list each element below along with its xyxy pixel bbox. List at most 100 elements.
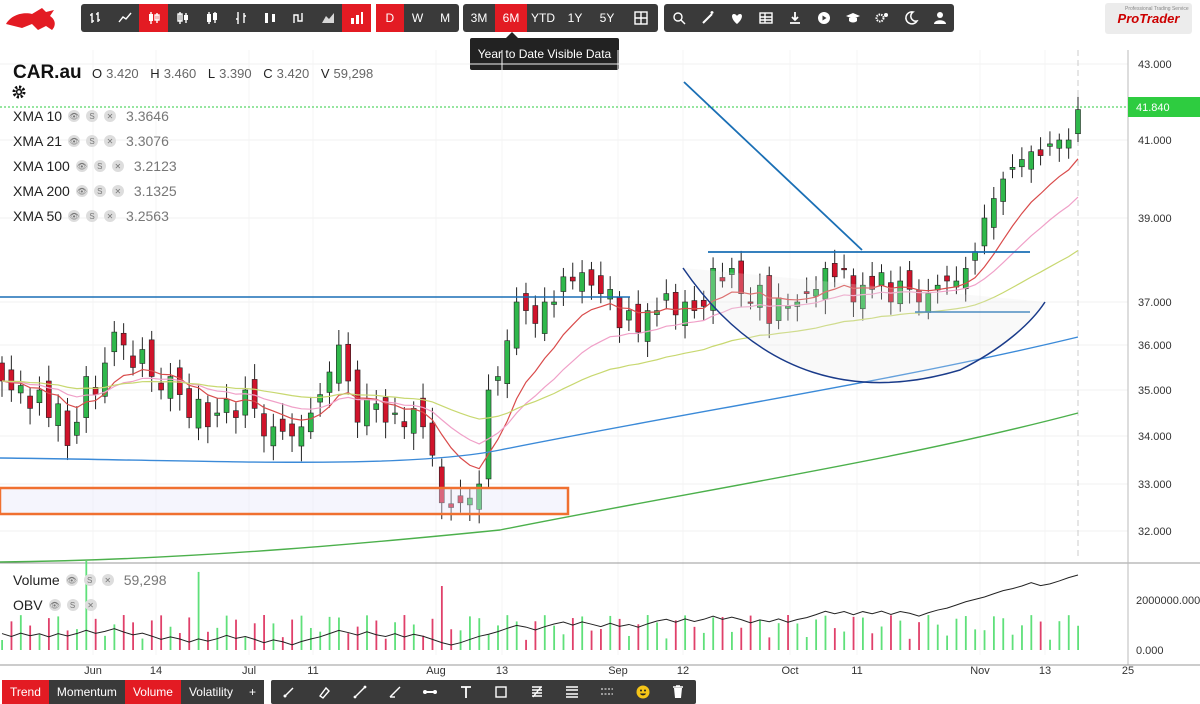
eye-icon[interactable]: 👁 bbox=[68, 110, 81, 122]
candle bbox=[513, 301, 520, 349]
hlc-chart-button[interactable] bbox=[226, 4, 255, 32]
segment-button[interactable] bbox=[413, 680, 448, 704]
tab-volatility[interactable]: Volatility bbox=[180, 680, 241, 704]
indicator-name: XMA 10 bbox=[13, 108, 63, 124]
interval-d-button[interactable]: D bbox=[376, 4, 404, 32]
close-icon[interactable]: ✕ bbox=[111, 185, 124, 197]
protrader-logo[interactable]: Professional Trading Service ProTrader bbox=[1105, 3, 1192, 34]
trend-line[interactable] bbox=[683, 81, 863, 251]
tab-momentum[interactable]: Momentum bbox=[48, 680, 125, 704]
close-icon[interactable]: ✕ bbox=[84, 599, 97, 611]
eye-icon[interactable]: 👁 bbox=[65, 574, 78, 586]
current-price-tag bbox=[1128, 97, 1200, 117]
candle bbox=[523, 293, 529, 311]
candle bbox=[663, 293, 670, 301]
highlight-zone-rect[interactable] bbox=[0, 486, 570, 516]
cursor-button[interactable] bbox=[271, 680, 306, 704]
candle bbox=[261, 413, 267, 437]
eye-icon[interactable]: 👁 bbox=[75, 185, 88, 197]
heart-button[interactable] bbox=[722, 4, 751, 32]
cup-arc[interactable] bbox=[682, 267, 1046, 384]
volume-bar bbox=[469, 616, 471, 650]
settings-s-icon[interactable]: S bbox=[86, 135, 99, 147]
line-tool-button[interactable] bbox=[342, 680, 377, 704]
eye-icon[interactable]: 👁 bbox=[75, 160, 88, 172]
interval-m-button[interactable]: M bbox=[440, 11, 451, 25]
range-1y-button[interactable]: 1Y bbox=[567, 11, 583, 25]
close-icon[interactable]: ✕ bbox=[111, 160, 124, 172]
tab-add[interactable]: + bbox=[241, 680, 265, 704]
range-ytd-button[interactable]: YTD bbox=[531, 11, 555, 25]
dots-button[interactable] bbox=[590, 680, 625, 704]
mountain-chart-button[interactable] bbox=[313, 4, 342, 32]
ray-button[interactable] bbox=[377, 680, 412, 704]
candle bbox=[0, 362, 5, 382]
column-chart-button[interactable] bbox=[342, 4, 371, 32]
volume-bar bbox=[880, 626, 883, 650]
volume-bar bbox=[628, 635, 630, 650]
moon-icon bbox=[904, 11, 919, 25]
download-button[interactable] bbox=[780, 4, 809, 32]
kagi-icon bbox=[292, 13, 303, 23]
moon-button[interactable] bbox=[896, 4, 925, 32]
text-tool-button[interactable] bbox=[448, 680, 483, 704]
eye-icon[interactable]: 👁 bbox=[68, 135, 81, 147]
heikin-chart-button[interactable] bbox=[197, 4, 226, 32]
emoji-button[interactable] bbox=[625, 680, 660, 704]
candle-chart-button[interactable] bbox=[139, 4, 168, 32]
hollow-candle-icon bbox=[176, 12, 188, 24]
candle bbox=[532, 305, 539, 324]
eye-icon[interactable]: 👁 bbox=[68, 210, 81, 222]
settings-s-icon[interactable]: S bbox=[86, 210, 99, 222]
settings-s-icon[interactable]: S bbox=[83, 574, 96, 586]
close-icon[interactable]: ✕ bbox=[104, 135, 117, 147]
settings-s-icon[interactable]: S bbox=[86, 110, 99, 122]
range-6m-button[interactable]: 6M bbox=[495, 4, 527, 32]
volume-bar bbox=[899, 620, 902, 650]
graduation-cap-button[interactable] bbox=[838, 4, 867, 32]
search-button[interactable] bbox=[664, 4, 693, 32]
settings-s-icon[interactable]: S bbox=[66, 599, 79, 611]
interval-w-button[interactable]: W bbox=[411, 11, 424, 25]
candle bbox=[364, 398, 370, 427]
fibonacci-button[interactable] bbox=[519, 680, 554, 704]
obv-line bbox=[1, 574, 1079, 646]
magic-wand-button[interactable] bbox=[693, 4, 722, 32]
eraser-button[interactable] bbox=[306, 680, 341, 704]
volume-bar bbox=[815, 619, 818, 650]
tab-trend[interactable]: Trend bbox=[2, 680, 49, 704]
close-icon[interactable]: ✕ bbox=[101, 574, 114, 586]
tab-volume[interactable]: Volume bbox=[124, 680, 181, 704]
settings-s-icon[interactable]: S bbox=[93, 185, 106, 197]
low-value: 3.390 bbox=[219, 66, 252, 81]
volume-bar bbox=[862, 617, 864, 650]
volume-candle-chart-button[interactable] bbox=[255, 4, 284, 32]
line-chart-button[interactable] bbox=[110, 4, 139, 32]
close-icon[interactable]: ✕ bbox=[104, 110, 117, 122]
date-axis-label: 12 bbox=[677, 665, 689, 677]
price-chart[interactable]: 43.000 41.000 39.000 37.000 36.000 35.000 34.0… bbox=[0, 40, 1200, 680]
channel-button[interactable] bbox=[554, 680, 589, 704]
gears-button[interactable] bbox=[867, 4, 896, 32]
play-button[interactable] bbox=[809, 4, 838, 32]
range-3m-button[interactable]: 3M bbox=[470, 11, 488, 25]
kagi-chart-button[interactable] bbox=[284, 4, 313, 32]
eye-icon[interactable]: 👁 bbox=[48, 599, 61, 611]
gear-icon[interactable] bbox=[11, 84, 27, 100]
settings-s-icon[interactable]: S bbox=[93, 160, 106, 172]
hollow-candle-chart-button[interactable] bbox=[168, 4, 197, 32]
volume-bar bbox=[1067, 615, 1070, 650]
app-logo-bull[interactable] bbox=[2, 2, 62, 34]
volume-bar bbox=[38, 634, 41, 650]
range-5y-button[interactable]: 5Y bbox=[599, 11, 615, 25]
bar-ohlc-chart-button[interactable] bbox=[81, 4, 110, 32]
rectangle-button[interactable] bbox=[483, 680, 518, 704]
grid-button[interactable] bbox=[623, 4, 658, 32]
candle bbox=[813, 289, 819, 297]
close-icon[interactable]: ✕ bbox=[104, 210, 117, 222]
volume-bar bbox=[805, 636, 808, 650]
trash-button[interactable] bbox=[660, 680, 695, 704]
table-button[interactable] bbox=[751, 4, 780, 32]
volume-bar bbox=[487, 634, 490, 650]
user-button[interactable] bbox=[925, 4, 954, 32]
